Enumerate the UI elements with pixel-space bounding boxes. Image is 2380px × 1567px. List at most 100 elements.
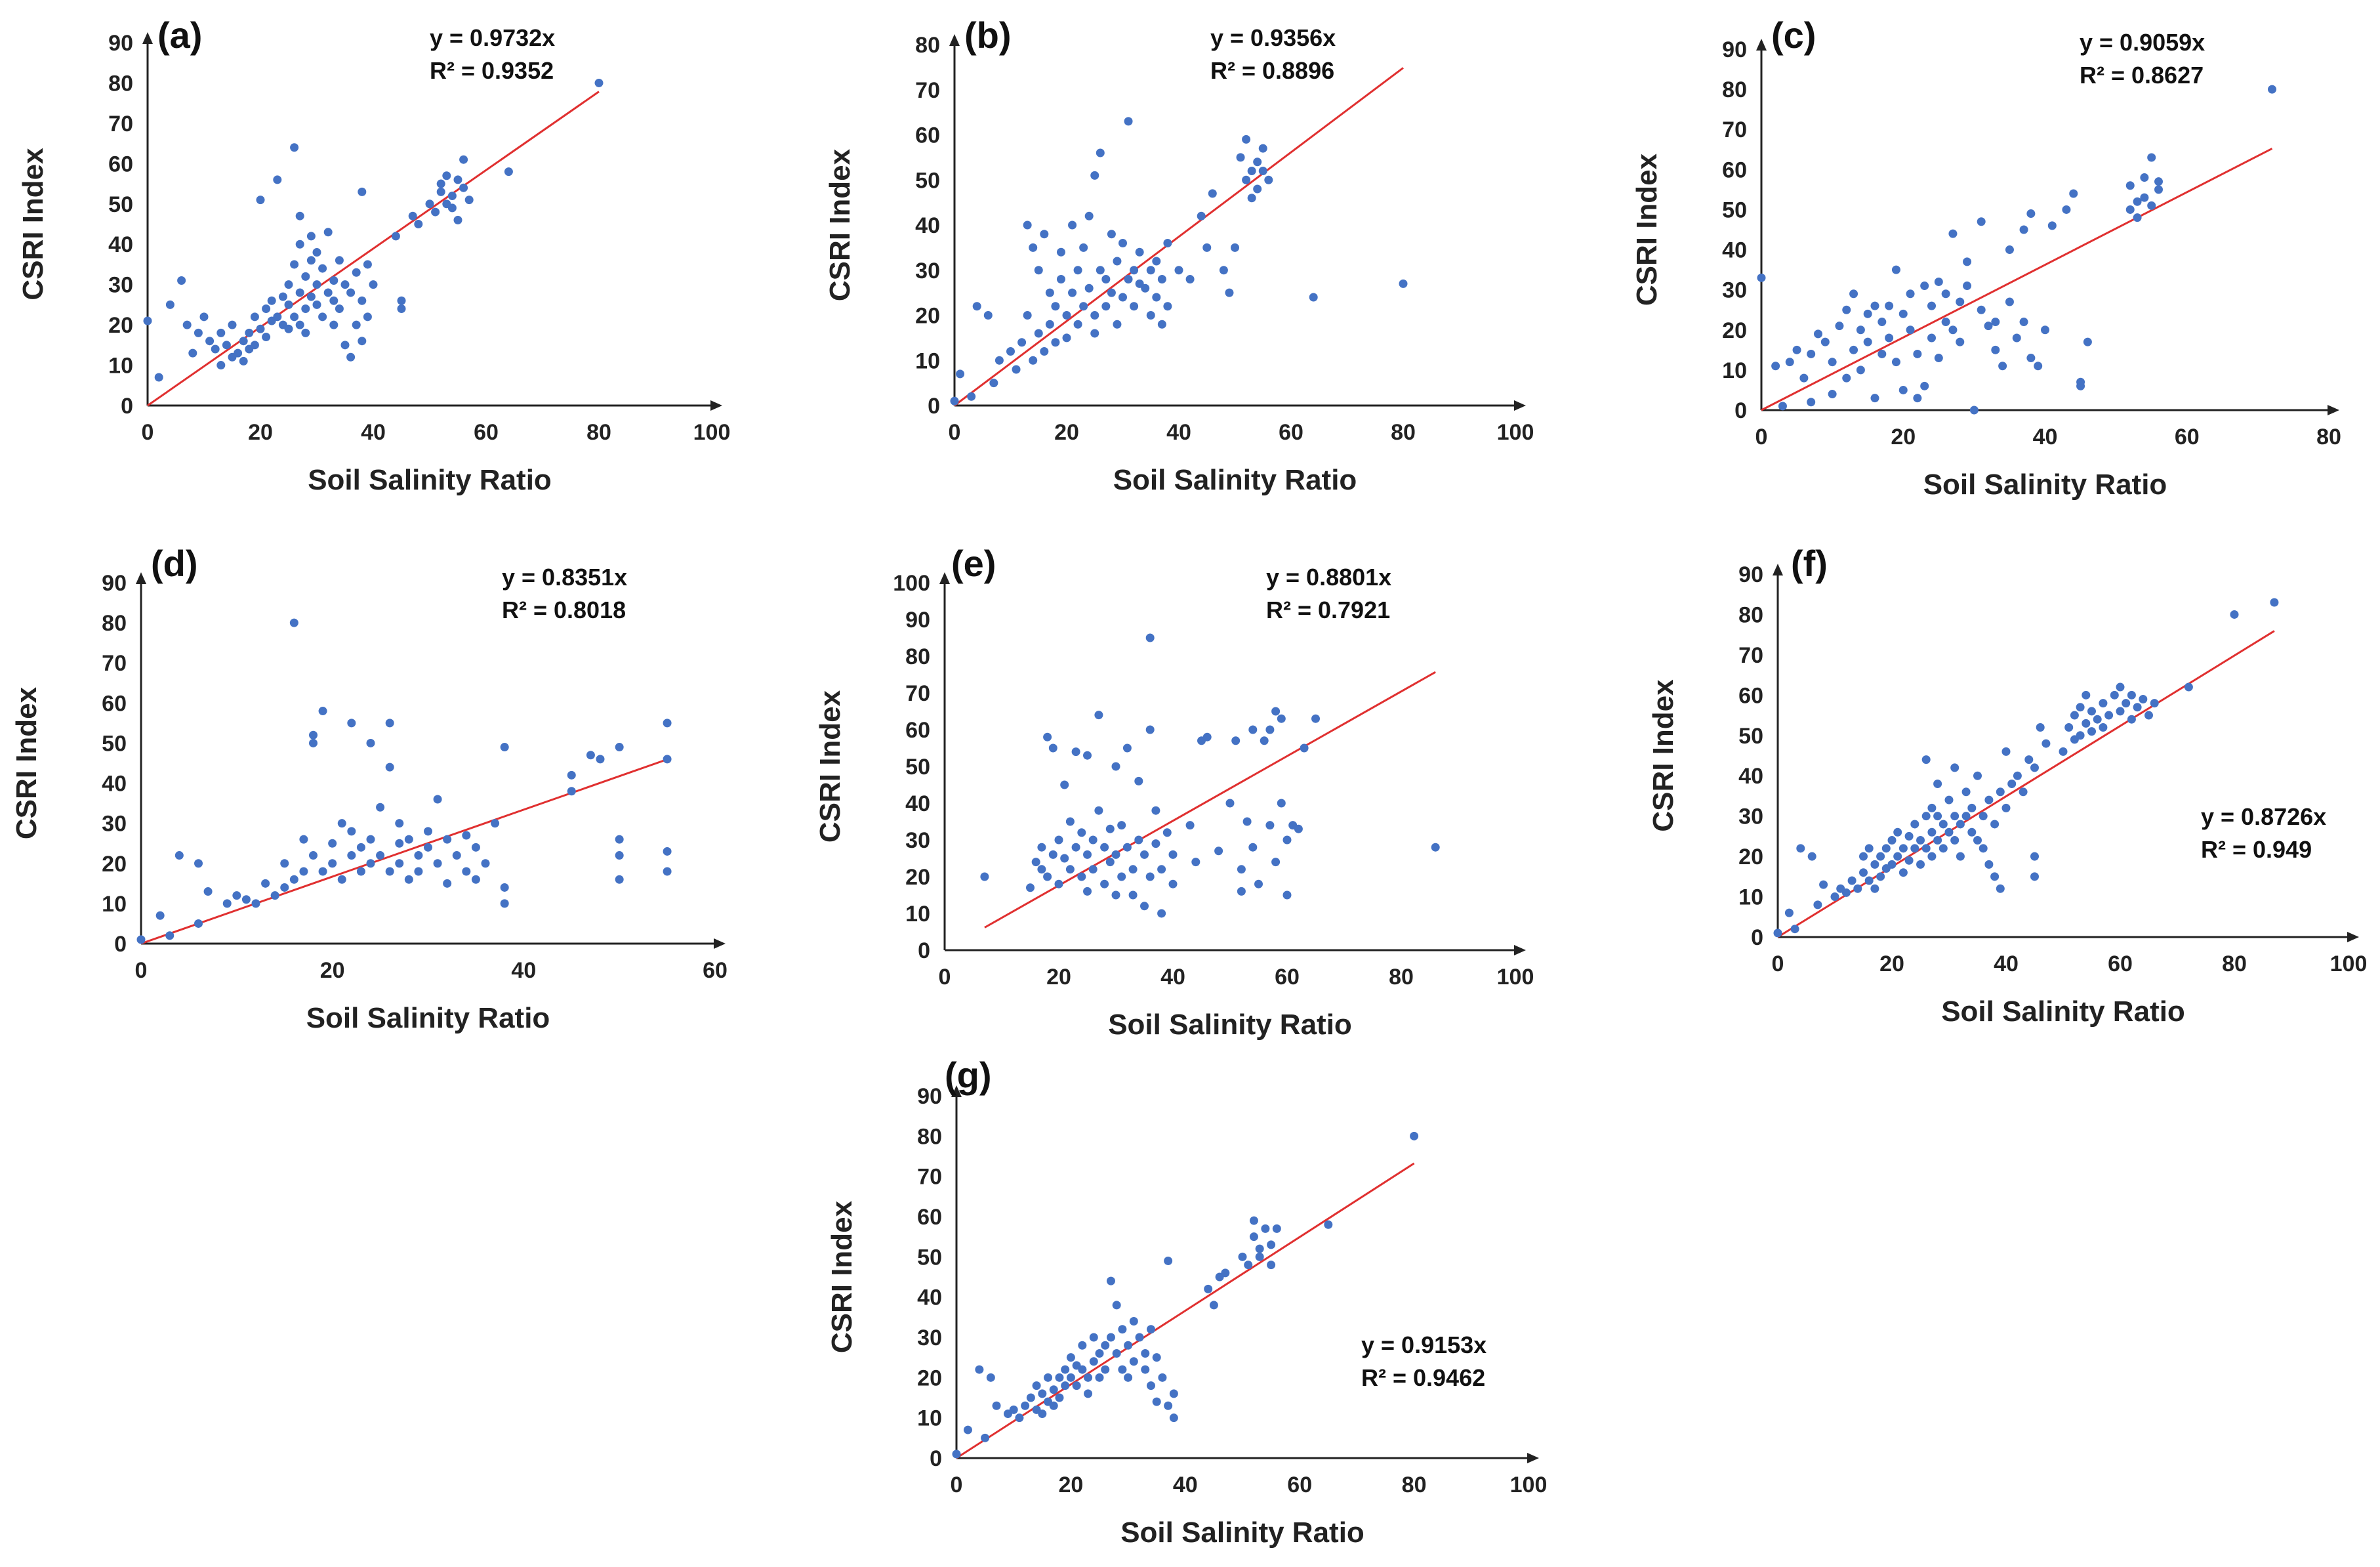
y-tick-label: 70 (905, 681, 930, 706)
x-tick-label: 40 (1173, 1473, 1198, 1497)
chart-panel-4: 0 20 40 60 0 10 20 30 40 50 60 70 80 90 Soil Salinity … (10, 543, 728, 1034)
data-point (1790, 925, 1799, 934)
y-tick-label: 40 (1722, 238, 1747, 263)
data-point (459, 155, 468, 164)
y-tick-label: 40 (102, 772, 127, 797)
data-point (290, 143, 299, 152)
data-point (2099, 699, 2108, 708)
data-point (615, 851, 624, 860)
data-point (2125, 181, 2135, 190)
data-point (2104, 711, 2114, 720)
data-point (376, 851, 385, 860)
data-point (1113, 257, 1122, 266)
data-point (1134, 776, 1143, 785)
r-squared-label: R² = 0.8018 (502, 596, 626, 623)
data-point (1162, 828, 1172, 837)
data-point (1863, 309, 1872, 318)
data-point (1887, 860, 1897, 869)
panel-label: (g) (945, 1055, 992, 1096)
y-tick-label: 60 (917, 1205, 942, 1230)
data-point (950, 396, 959, 406)
data-point (1006, 347, 1015, 356)
data-point (992, 1401, 1001, 1410)
data-point (1835, 322, 1844, 331)
data-point (1242, 135, 1251, 144)
data-point (155, 911, 165, 920)
x-tick-label: 80 (2222, 951, 2247, 976)
data-point (309, 738, 318, 747)
data-point (1864, 844, 1874, 853)
data-point (363, 312, 372, 322)
data-point (1140, 850, 1149, 859)
y-tick-label: 10 (108, 354, 133, 379)
data-point (404, 875, 413, 884)
y-axis-arrow (951, 1085, 962, 1097)
x-tick-label: 80 (586, 420, 611, 445)
y-tick-label: 30 (917, 1326, 942, 1350)
data-point (1073, 266, 1082, 275)
data-point (306, 292, 316, 301)
data-point (2140, 193, 2149, 202)
data-point (491, 819, 500, 828)
data-point (262, 304, 271, 314)
data-point (1208, 189, 1217, 198)
data-point (1122, 843, 1132, 852)
regression-line (140, 758, 668, 945)
x-tick-label: 20 (1058, 1473, 1083, 1497)
data-point (1927, 803, 1937, 812)
regression-equation: y = 0.9153x (1361, 1331, 1487, 1358)
data-point (312, 248, 321, 257)
y-axis-arrow (142, 32, 153, 44)
data-point (1253, 184, 1262, 194)
y-tick-label: 40 (905, 791, 930, 816)
data-point (1164, 1401, 1173, 1410)
data-point (239, 356, 248, 366)
data-point (299, 835, 308, 844)
data-point (397, 296, 406, 305)
y-tick-label: 80 (102, 611, 127, 636)
data-point (239, 337, 248, 346)
data-point (2082, 719, 2091, 728)
data-point (1877, 318, 1887, 327)
data-point (1151, 839, 1160, 848)
data-point (194, 859, 203, 868)
data-point (1950, 763, 1959, 772)
data-point (1117, 821, 1126, 830)
data-point (1034, 266, 1043, 275)
y-tick-label: 30 (108, 273, 133, 298)
data-point (1146, 311, 1155, 320)
data-point (1807, 398, 1816, 407)
data-point (1101, 1365, 1110, 1374)
data-point (2059, 747, 2068, 756)
data-point (1813, 900, 1822, 909)
x-axis-title: Soil Salinity Ratio (1923, 469, 2167, 501)
data-point (1820, 337, 1830, 346)
x-tick-label: 60 (1279, 420, 1303, 445)
data-point (1934, 354, 1943, 363)
y-tick-label: 40 (915, 213, 940, 238)
data-point (1060, 854, 1069, 863)
data-point (2099, 722, 2108, 732)
y-tick-label: 50 (1722, 198, 1747, 222)
data-point (306, 256, 316, 265)
y-tick-label: 20 (108, 313, 133, 338)
data-point (1164, 1256, 1173, 1265)
x-tick-label: 60 (2108, 951, 2133, 976)
data-point (182, 320, 192, 329)
data-point (1111, 850, 1120, 859)
data-point (174, 851, 184, 860)
y-axis-title: CSRI Index (10, 686, 43, 839)
y-tick-label: 80 (1722, 77, 1747, 102)
data-point (404, 835, 413, 844)
data-point (1944, 795, 1954, 804)
x-axis-arrow (2328, 405, 2339, 415)
data-point (1038, 1410, 1047, 1419)
data-point (1242, 175, 1251, 184)
data-point (2076, 377, 2085, 387)
y-tick-label: 0 (1751, 925, 1763, 950)
data-point (1248, 843, 1258, 852)
data-point (1077, 872, 1086, 881)
data-point (1225, 799, 1235, 808)
data-point (2070, 711, 2079, 720)
